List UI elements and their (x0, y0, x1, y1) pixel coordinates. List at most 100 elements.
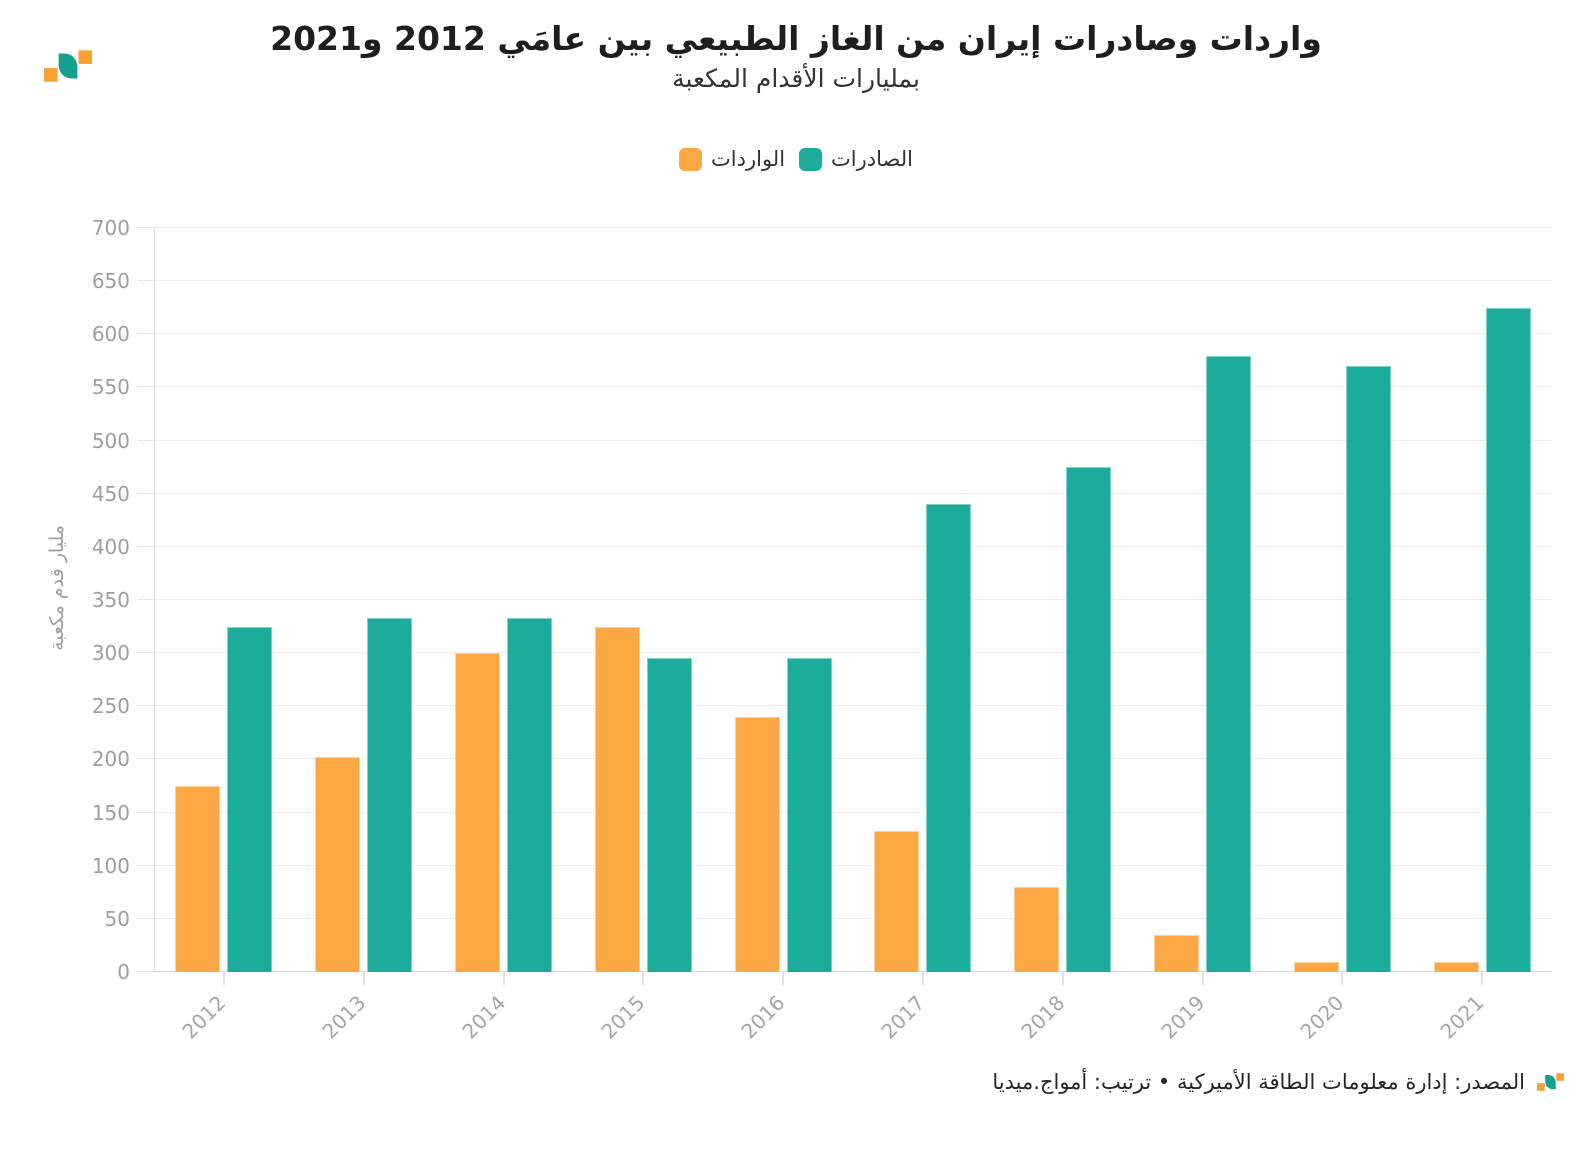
y-tick-label-500: 500 (91, 428, 130, 453)
exports-swatch (799, 147, 823, 171)
y-tick-250 (137, 705, 154, 707)
x-tick-2012 (222, 972, 225, 985)
bar-imports-2014[interactable] (455, 653, 500, 972)
amwaj-logo-small (1537, 1073, 1564, 1091)
chart-header: واردات وصادرات إيران من الغاز الطبيعي بي… (0, 16, 1592, 96)
chart-title: واردات وصادرات إيران من الغاز الطبيعي بي… (270, 19, 1322, 58)
x-tick-2014 (502, 972, 505, 985)
bar-exports-2019[interactable] (1206, 355, 1251, 972)
y-tick-label-250: 250 (91, 694, 130, 719)
bar-exports-2017[interactable] (926, 504, 972, 972)
y-gridline-100 (154, 864, 1552, 866)
y-gridline-50 (154, 917, 1552, 919)
y-tick-700 (137, 227, 154, 228)
y-tick-0 (137, 971, 154, 972)
y-tick-50 (137, 917, 154, 919)
legend-label-imports: الواردات (711, 147, 786, 171)
bar-exports-2016[interactable] (786, 658, 832, 972)
y-gridline-650 (154, 280, 1552, 282)
x-axis-label-2021: 2021 (1435, 990, 1489, 1044)
x-axis-label-2015: 2015 (596, 990, 650, 1044)
y-tick-label-400: 400 (91, 534, 130, 559)
bar-imports-2013[interactable] (315, 757, 361, 972)
y-tick-label-450: 450 (91, 481, 130, 506)
legend-item-exports: الصادرات (799, 147, 913, 171)
bar-exports-2021[interactable] (1485, 307, 1531, 972)
y-tick-label-700: 700 (91, 216, 130, 240)
y-tick-label-550: 550 (91, 375, 130, 400)
x-axis-label-2019: 2019 (1156, 990, 1209, 1044)
bar-exports-2012[interactable] (227, 626, 273, 972)
x-tick-2013 (362, 972, 365, 985)
chart-subtitle: بمليارات الأقدام المكعبة (672, 64, 920, 93)
bar-imports-2015[interactable] (594, 626, 640, 972)
bar-exports-2015[interactable] (646, 658, 692, 972)
bar-exports-2018[interactable] (1066, 467, 1112, 972)
y-gridline-350 (154, 599, 1552, 600)
x-tick-2021 (1481, 972, 1484, 985)
x-tick-2020 (1341, 972, 1344, 985)
y-tick-450 (137, 492, 154, 494)
plot-area: 0 50 100 150 200 250 300 350 400 450 500 550 600 650 7… (92, 217, 1552, 1043)
bar-imports-2021[interactable] (1433, 962, 1479, 972)
x-axis-label-2017: 2017 (876, 990, 930, 1044)
x-tick-2015 (642, 972, 645, 985)
logo-square-left (44, 68, 58, 82)
bar-imports-2019[interactable] (1154, 934, 1199, 972)
y-gridline-200 (154, 758, 1552, 760)
y-gridline-400 (154, 545, 1552, 547)
x-axis-label-2012: 2012 (177, 990, 231, 1044)
y-tick-label-0: 0 (117, 960, 130, 984)
y-tick-550 (137, 386, 154, 388)
x-tick-2016 (782, 972, 785, 985)
y-axis-line (154, 228, 155, 972)
y-tick-label-200: 200 (91, 747, 130, 772)
y-tick-350 (137, 599, 154, 600)
y-tick-400 (137, 545, 154, 547)
y-gridline-150 (154, 811, 1552, 813)
bar-imports-2012[interactable] (175, 786, 221, 972)
source-attribution: المصدر: إدارة معلومات الطاقة الأميركية •… (992, 1070, 1525, 1094)
amwaj-logo (44, 50, 92, 86)
x-tick-2018 (1061, 972, 1064, 985)
logo-wave (58, 53, 78, 79)
x-axis-label-2018: 2018 (1016, 990, 1070, 1044)
y-tick-150 (137, 811, 154, 813)
y-tick-label-300: 300 (91, 641, 130, 666)
logo-square-right (78, 50, 92, 64)
y-tick-label-350: 350 (91, 588, 130, 612)
bar-imports-2016[interactable] (734, 716, 780, 972)
y-gridline-600 (154, 333, 1552, 335)
y-gridline-700 (154, 227, 1552, 228)
x-axis-label-2013: 2013 (317, 990, 371, 1044)
bar-exports-2013[interactable] (367, 618, 413, 972)
y-gridline-500 (154, 439, 1552, 441)
footer: المصدر: إدارة معلومات الطاقة الأميركية •… (992, 1070, 1564, 1094)
bar-imports-2017[interactable] (874, 830, 920, 972)
imports-swatch (679, 147, 703, 171)
y-gridline-300 (154, 652, 1552, 654)
y-tick-label-150: 150 (91, 800, 130, 825)
y-gridline-450 (154, 492, 1552, 494)
y-gridline-550 (154, 386, 1552, 388)
y-tick-100 (137, 864, 154, 866)
x-axis-label-2016: 2016 (736, 990, 790, 1044)
bar-imports-2018[interactable] (1014, 886, 1060, 972)
legend-label-exports: الصادرات (831, 147, 913, 171)
y-tick-200 (137, 758, 154, 760)
y-tick-label-650: 650 (91, 269, 130, 294)
y-gridline-250 (154, 705, 1552, 707)
x-axis-label-2014: 2014 (457, 990, 510, 1044)
y-gridline-0 (154, 971, 1552, 972)
y-tick-600 (137, 333, 154, 335)
bar-exports-2020[interactable] (1345, 366, 1391, 972)
bar-exports-2014[interactable] (507, 618, 552, 972)
y-tick-650 (137, 280, 154, 282)
y-tick-label-600: 600 (91, 322, 130, 347)
bar-imports-2020[interactable] (1293, 962, 1339, 972)
legend-item-imports: الواردات (679, 147, 785, 171)
y-tick-300 (137, 652, 154, 654)
x-tick-2017 (921, 972, 924, 985)
y-tick-label-50: 50 (104, 906, 130, 931)
x-axis-label-2020: 2020 (1295, 990, 1349, 1044)
